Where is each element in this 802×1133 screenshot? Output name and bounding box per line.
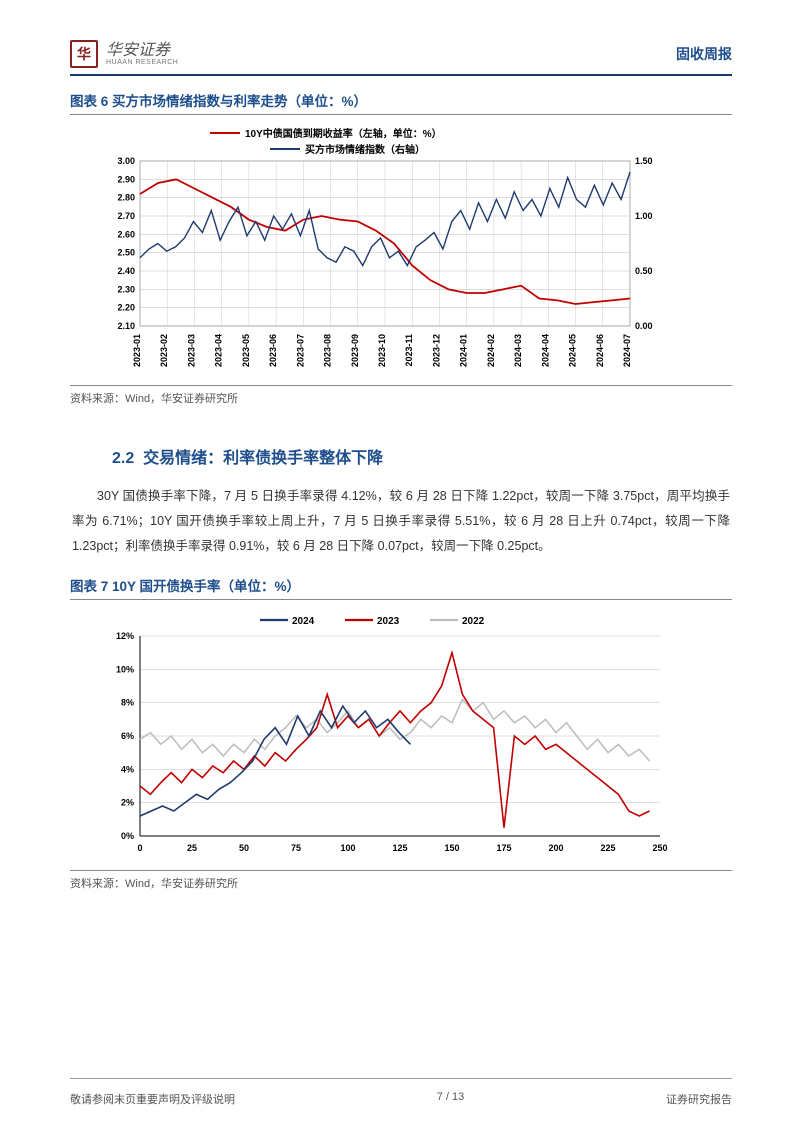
chart7-source: 资料来源：Wind，华安证券研究所	[70, 875, 732, 891]
svg-text:2024-01: 2024-01	[459, 334, 469, 367]
svg-text:25: 25	[187, 843, 197, 853]
svg-text:2024-02: 2024-02	[486, 334, 496, 367]
svg-text:2%: 2%	[121, 798, 134, 808]
svg-text:175: 175	[496, 843, 511, 853]
chart7-svg: 2024 2023 2022 12% 10% 8% 6% 4% 2% 0%0 25 50 75 100 12…	[70, 606, 690, 866]
svg-text:2023-01: 2023-01	[132, 334, 142, 367]
svg-text:75: 75	[291, 843, 301, 853]
svg-text:2.40: 2.40	[117, 266, 135, 276]
logo-icon: 华	[70, 40, 98, 68]
svg-text:4%: 4%	[121, 764, 134, 774]
footer-left: 敬请参阅末页重要声明及评级说明	[70, 1091, 235, 1107]
chart6-container: 10Y中债国债到期收益率（左轴，单位：%） 买方市场情绪指数（右轴） 3.00 2.9…	[70, 121, 732, 386]
svg-text:0: 0	[137, 843, 142, 853]
svg-text:2023-04: 2023-04	[214, 334, 224, 367]
svg-text:1.50: 1.50	[635, 156, 653, 166]
page-footer: 敬请参阅末页重要声明及评级说明 7 / 13 证券研究报告	[70, 1078, 732, 1133]
svg-text:2024-06: 2024-06	[595, 334, 605, 367]
svg-text:10Y中债国债到期收益率（左轴，单位：%）: 10Y中债国债到期收益率（左轴，单位：%）	[245, 127, 442, 140]
svg-text:0%: 0%	[121, 831, 134, 841]
chart6-title: 图表 6 买方市场情绪指数与利率走势（单位：%）	[70, 90, 732, 115]
section-title: 2.2 交易情绪：利率债换手率整体下降	[112, 444, 732, 468]
svg-text:2023-09: 2023-09	[350, 334, 360, 367]
svg-text:2024-03: 2024-03	[513, 334, 523, 367]
svg-text:225: 225	[600, 843, 615, 853]
svg-text:2023-07: 2023-07	[295, 334, 305, 367]
svg-text:2023-10: 2023-10	[377, 334, 387, 367]
svg-text:100: 100	[340, 843, 355, 853]
svg-text:2.10: 2.10	[117, 321, 135, 331]
svg-text:12%: 12%	[116, 631, 134, 641]
svg-text:50: 50	[239, 843, 249, 853]
svg-text:2023-11: 2023-11	[404, 334, 414, 367]
svg-text:1.00: 1.00	[635, 211, 653, 221]
section-number: 2.2	[112, 450, 134, 467]
svg-text:3.00: 3.00	[117, 156, 135, 166]
svg-text:150: 150	[444, 843, 459, 853]
svg-text:2022: 2022	[462, 616, 485, 627]
logo-cn-text: 华安证券	[106, 43, 178, 59]
chart6-svg: 10Y中债国债到期收益率（左轴，单位：%） 买方市场情绪指数（右轴） 3.00 2.9…	[70, 121, 690, 381]
svg-text:2.80: 2.80	[117, 193, 135, 203]
chart7-title: 图表 7 10Y 国开债换手率（单位：%）	[70, 575, 732, 600]
svg-text:2024: 2024	[292, 616, 315, 627]
svg-text:125: 125	[392, 843, 407, 853]
svg-text:2024-04: 2024-04	[540, 334, 550, 367]
logo-block: 华 华安证券 HUAAN RESEARCH	[70, 40, 178, 68]
logo-en-text: HUAAN RESEARCH	[106, 59, 178, 66]
svg-text:2.70: 2.70	[117, 211, 135, 221]
svg-text:2023-06: 2023-06	[268, 334, 278, 367]
svg-text:2023: 2023	[377, 616, 400, 627]
section-heading: 交易情绪：利率债换手率整体下降	[143, 450, 383, 467]
svg-text:0.50: 0.50	[635, 266, 653, 276]
svg-text:200: 200	[548, 843, 563, 853]
svg-text:2023-08: 2023-08	[323, 334, 333, 367]
svg-text:买方市场情绪指数（右轴）: 买方市场情绪指数（右轴）	[305, 143, 425, 156]
svg-text:2024-05: 2024-05	[568, 334, 578, 367]
footer-right: 证券研究报告	[666, 1091, 732, 1107]
svg-text:0.00: 0.00	[635, 321, 653, 331]
footer-page-number: 7 / 13	[437, 1091, 465, 1107]
svg-text:6%: 6%	[121, 731, 134, 741]
chart6-source: 资料来源：Wind，华安证券研究所	[70, 390, 732, 406]
svg-text:2.50: 2.50	[117, 248, 135, 258]
svg-text:2024-07: 2024-07	[622, 334, 632, 367]
header-report-type: 固收周报	[676, 44, 732, 64]
section-body: 30Y 国债换手率下降，7 月 5 日换手率录得 4.12%，较 6 月 28 …	[72, 484, 730, 559]
svg-text:10%: 10%	[116, 664, 134, 674]
svg-text:2.20: 2.20	[117, 303, 135, 313]
svg-text:2023-02: 2023-02	[159, 334, 169, 367]
svg-text:2023-05: 2023-05	[241, 334, 251, 367]
page-header: 华 华安证券 HUAAN RESEARCH 固收周报	[70, 40, 732, 76]
svg-text:250: 250	[652, 843, 667, 853]
svg-text:2.90: 2.90	[117, 174, 135, 184]
svg-text:2.30: 2.30	[117, 284, 135, 294]
svg-text:2023-03: 2023-03	[186, 334, 196, 367]
svg-text:8%: 8%	[121, 698, 134, 708]
chart7-container: 2024 2023 2022 12% 10% 8% 6% 4% 2% 0%0 25 50 75 100 12…	[70, 606, 732, 871]
svg-text:2023-12: 2023-12	[431, 334, 441, 367]
svg-text:2.60: 2.60	[117, 229, 135, 239]
